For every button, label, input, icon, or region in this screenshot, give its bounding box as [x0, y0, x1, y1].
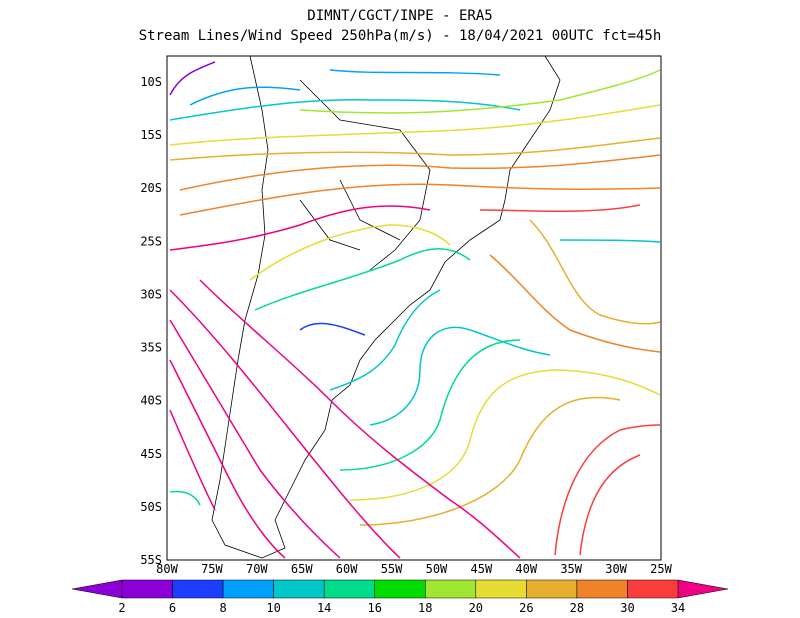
colorbar-label: 26 — [519, 601, 533, 615]
colorbar-high — [677, 579, 729, 599]
lat-label: 40S — [140, 394, 162, 408]
colorbar-segment — [273, 579, 325, 599]
lat-label: 10S — [140, 75, 162, 89]
colorbar-segment — [576, 579, 628, 599]
colorbar-segment — [323, 579, 375, 599]
lon-label: 70W — [246, 562, 268, 576]
colorbar-segment — [627, 579, 679, 599]
lon-label: 55W — [381, 562, 403, 576]
title-line: Stream Lines/Wind Speed 250hPa(m/s) - 18… — [139, 28, 662, 44]
lat-label: 50S — [140, 500, 162, 514]
lon-label: 35W — [560, 562, 582, 576]
lon-label: 50W — [426, 562, 448, 576]
coastlines — [211, 55, 561, 559]
colorbar-segment — [172, 579, 224, 599]
colorbar-segment — [222, 579, 274, 599]
lat-label: 25S — [140, 234, 162, 248]
colorbar-label: 18 — [418, 601, 432, 615]
colorbar: 2 6 8 10 14 16 18 20 26 28 30 34 — [71, 579, 729, 615]
lat-label: 15S — [140, 128, 162, 142]
lon-label: 75W — [201, 562, 223, 576]
lat-label: 55S — [140, 553, 162, 567]
colorbar-label: 14 — [317, 601, 331, 615]
lon-label: 80W — [156, 562, 178, 576]
lat-label: 20S — [140, 181, 162, 195]
colorbar-segment — [121, 579, 173, 599]
lat-label: 45S — [140, 447, 162, 461]
lon-label: 25W — [650, 562, 672, 576]
colorbar-label: 28 — [570, 601, 584, 615]
lon-label: 40W — [515, 562, 537, 576]
lon-label: 45W — [471, 562, 493, 576]
colorbar-low — [71, 579, 123, 599]
colorbar-label: 6 — [169, 601, 176, 615]
colorbar-label: 8 — [219, 601, 226, 615]
colorbar-label: 16 — [368, 601, 382, 615]
colorbar-label: 30 — [620, 601, 634, 615]
colorbar-label: 20 — [469, 601, 483, 615]
map-frame — [166, 55, 662, 561]
title-line: DIMNT/CGCT/INPE - ERA5 — [307, 8, 492, 24]
colorbar-label: 2 — [118, 601, 125, 615]
lat-label: 30S — [140, 287, 162, 301]
colorbar-segment — [425, 579, 477, 599]
lon-label: 65W — [291, 562, 313, 576]
colorbar-segment — [374, 579, 426, 599]
lat-label: 35S — [140, 341, 162, 355]
streamlines — [169, 61, 661, 559]
lon-label: 30W — [605, 562, 627, 576]
colorbar-label: 10 — [266, 601, 280, 615]
axis-labels: 80W 75W 70W 65W 60W 55W 50W 45W 40W 35W 30W 25W 10S 1… — [140, 75, 672, 576]
colorbar-segment — [475, 579, 527, 599]
lon-label: 60W — [336, 562, 358, 576]
colorbar-segment — [526, 579, 578, 599]
colorbar-label: 34 — [671, 601, 685, 615]
